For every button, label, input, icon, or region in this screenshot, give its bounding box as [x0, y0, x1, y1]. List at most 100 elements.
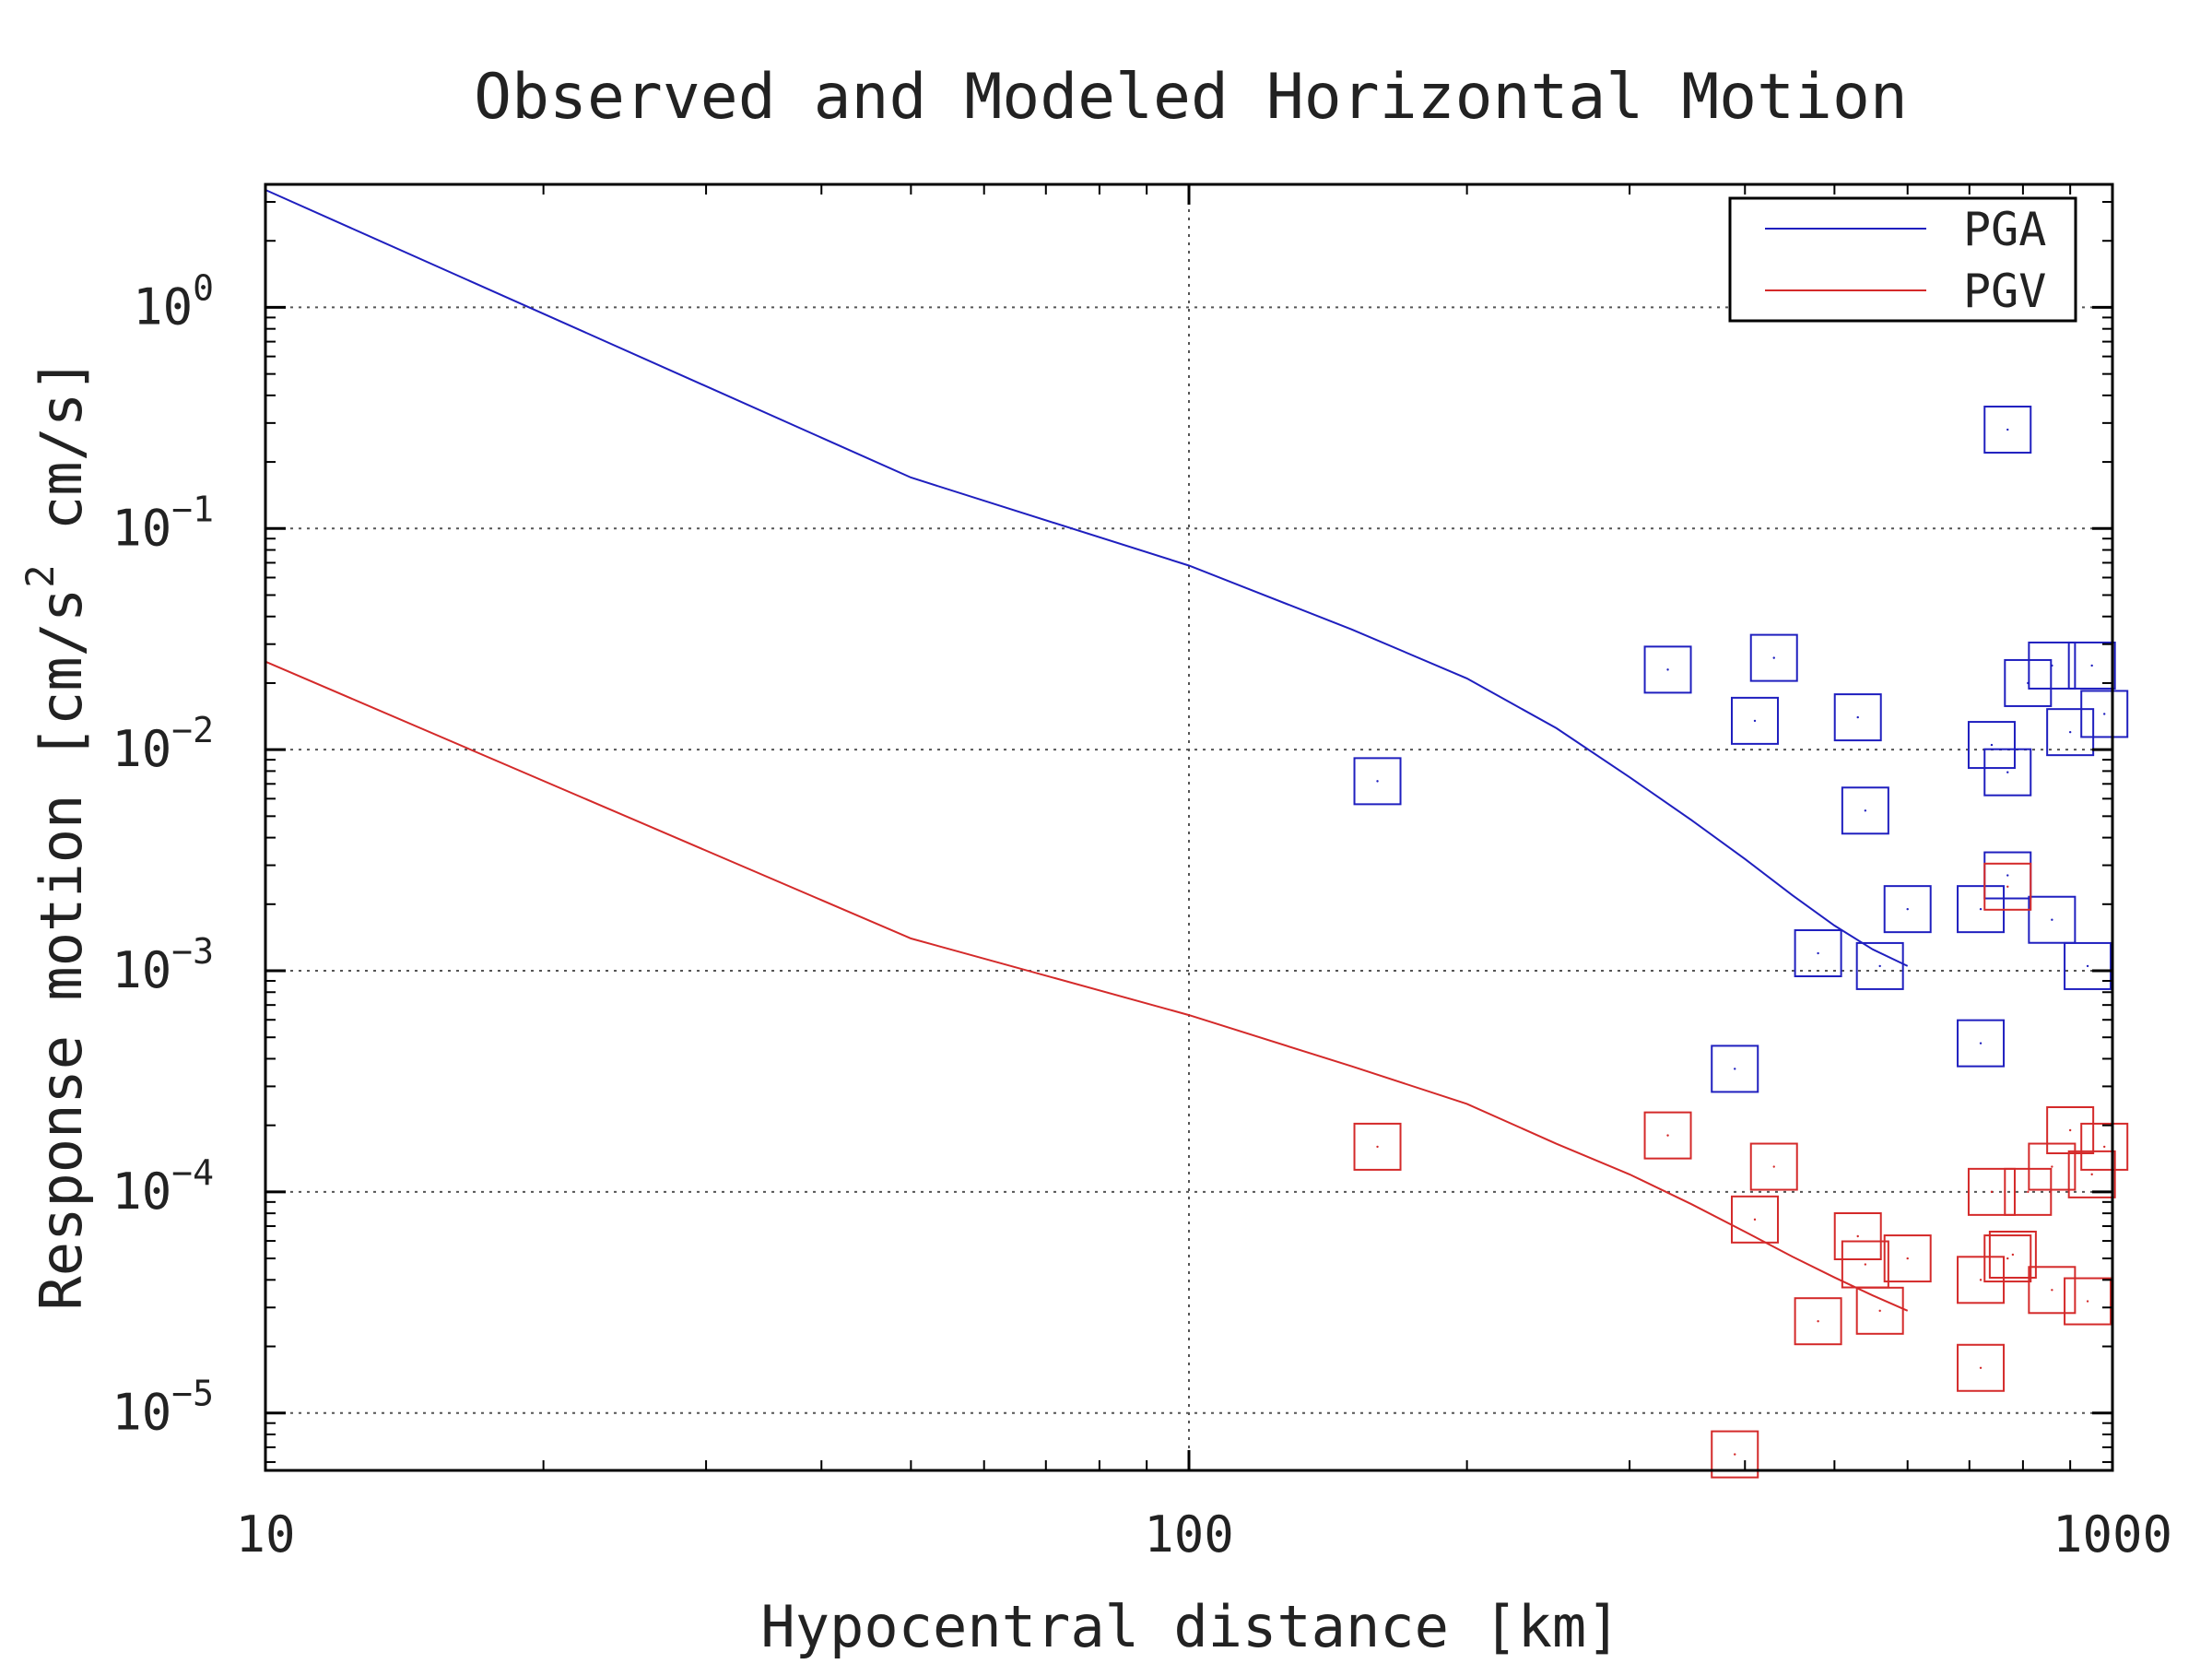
pga-observed-point-20	[1983, 406, 2032, 454]
pgv-observed-point-8	[1883, 1234, 1932, 1283]
pga-observed-point-19	[2064, 941, 2112, 990]
pgv-observed-center-7	[1878, 1309, 1881, 1313]
y-tick-label-exp: −1	[171, 489, 214, 529]
pgv-observed-center-18	[2051, 1289, 2053, 1292]
pgv-observed-point-16	[2046, 1106, 2095, 1155]
pgv-observed-center-16	[2068, 1128, 2072, 1132]
pgv-model-line	[265, 660, 1909, 1312]
pgv-observed-center-1	[1666, 1134, 1669, 1137]
pgv-observed-center-9	[1979, 1279, 1983, 1281]
pgv-observed-point-0	[1353, 1122, 1402, 1171]
pga-observed-center-16	[2068, 730, 2072, 734]
pga-observed-center-3	[1753, 719, 1757, 723]
pgv-observed-point-9	[1957, 1256, 2006, 1304]
pga-observed-center-11	[2006, 771, 2009, 773]
pgv-observed-point-1	[1643, 1111, 1692, 1160]
pga-observed-center-6	[1817, 951, 1819, 955]
chart-title: Observed and Modeled Horizontal Motion	[474, 61, 1908, 134]
legend-label-pga: PGA	[1963, 203, 2046, 256]
pga-observed-center-15	[2090, 664, 2093, 667]
pga-observed-point-5	[1841, 786, 1889, 835]
x-axis-label: Hypocentral distance [km]	[760, 1593, 1620, 1659]
grid-lines	[265, 184, 2112, 1470]
pga-observed-center-8	[1906, 907, 1909, 911]
pgv-observed-point-19	[2064, 1277, 2112, 1326]
pgv-observed-point-7	[1855, 1286, 1904, 1335]
legend-box	[1728, 196, 2077, 323]
y-tick-label-base: 10	[133, 277, 193, 336]
y-tick-label-2: 10−2	[112, 710, 214, 778]
y-tick-label-base: 10	[112, 941, 171, 999]
pga-observed-center-2	[1772, 656, 1775, 659]
pga-observed-center-12	[2006, 874, 2009, 877]
pga-observed-point-3	[1731, 696, 1780, 745]
pga-observed-point-0	[1353, 757, 1402, 806]
pga-observed-center-22	[1734, 1068, 1736, 1070]
pgv-observed-center-3	[1753, 1218, 1757, 1221]
pgv-observed-center-14	[2051, 1165, 2053, 1168]
pgv-observed-center-22	[1734, 1453, 1736, 1456]
y-tick-label-3: 10−3	[112, 931, 214, 999]
y-tick-label-base: 10	[112, 499, 171, 557]
pga-observed-center-7	[1878, 964, 1881, 968]
pga-observed-point-22	[1711, 1044, 1759, 1093]
pga-observed-point-17	[2080, 690, 2129, 738]
observed-points	[1353, 406, 2129, 1479]
pgv-observed-point-13	[2004, 1167, 2053, 1216]
y-tick-label-exp: −5	[171, 1374, 214, 1414]
pgv-observed-point-2	[1749, 1142, 1798, 1191]
pgv-observed-center-10	[1990, 1190, 1994, 1194]
pga-observed-point-14	[2028, 641, 2077, 690]
pga-observed-center-0	[1376, 780, 1379, 783]
pga-observed-point-15	[2067, 641, 2116, 690]
pga-observed-point-11	[1983, 748, 2032, 797]
pga-observed-point-6	[1794, 929, 1842, 978]
pga-observed-center-17	[2103, 713, 2106, 715]
pgv-observed-point-17	[2080, 1122, 2129, 1171]
x-tick-label-2: 1000	[2053, 1505, 2172, 1564]
pga-observed-point-4	[1833, 693, 1882, 742]
pgv-observed-center-19	[2086, 1300, 2089, 1303]
y-tick-label-base: 10	[112, 1162, 171, 1221]
y-tick-label-5: 10−5	[112, 1374, 214, 1442]
legend: PGA PGV	[1728, 196, 2077, 323]
pgv-observed-center-4	[1856, 1234, 1859, 1238]
pgv-observed-center-0	[1376, 1145, 1379, 1149]
pga-observed-center-19	[2086, 964, 2089, 968]
pgv-observed-center-6	[1817, 1319, 1819, 1323]
pgv-observed-point-20	[1988, 1230, 2037, 1279]
y-tick-label-1: 10−1	[112, 489, 214, 557]
y-tick-label-0: 100	[133, 267, 214, 336]
pga-observed-point-10	[1967, 721, 2016, 770]
pgv-observed-center-11	[2006, 1257, 2009, 1260]
y-tick-label-exp: −2	[171, 710, 214, 750]
pgv-observed-point-3	[1731, 1195, 1780, 1244]
pgv-observed-point-15	[2067, 1150, 2116, 1198]
axes	[264, 183, 2114, 1472]
y-tick-label-exp: −3	[171, 931, 214, 972]
pga-model-line	[265, 189, 1909, 967]
pgv-observed-center-21	[1979, 1366, 1983, 1369]
pgv-observed-center-20	[2011, 1253, 2015, 1257]
y-axis-label-post: cm/s]	[28, 358, 95, 564]
pga-observed-center-20	[2006, 428, 2009, 431]
model-lines	[265, 189, 1909, 1312]
pgv-observed-center-5	[1864, 1263, 1867, 1266]
pga-observed-center-4	[1856, 715, 1859, 719]
legend-label-pgv: PGV	[1963, 265, 2046, 318]
pga-observed-center-14	[2051, 664, 2053, 667]
pga-observed-point-1	[1643, 645, 1692, 694]
pga-observed-center-5	[1864, 809, 1867, 812]
pga-observed-center-10	[1990, 743, 1994, 747]
pga-observed-point-18	[2028, 895, 2077, 944]
pgv-observed-point-11	[1983, 1234, 2032, 1283]
pgv-observed-point-10	[1967, 1167, 2016, 1216]
pga-observed-center-18	[2051, 918, 2053, 921]
pgv-observed-center-15	[2090, 1173, 2093, 1176]
pga-observed-point-7	[1855, 941, 1904, 990]
pga-observed-center-21	[1979, 1042, 1983, 1044]
pgv-observed-point-12	[1983, 862, 2032, 911]
